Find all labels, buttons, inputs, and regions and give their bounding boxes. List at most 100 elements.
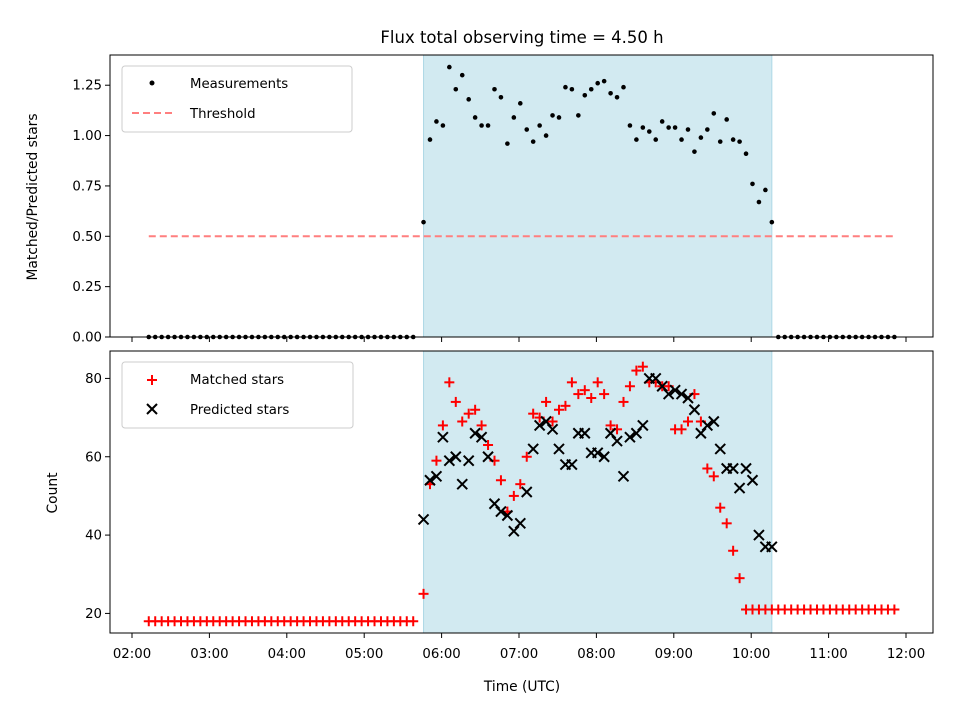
- measurement-point: [659, 119, 665, 124]
- predicted-star-point-b: [662, 388, 675, 400]
- measurement-point: [601, 78, 607, 84]
- predicted-star-point: [521, 486, 533, 498]
- predicted-star-point: [753, 529, 765, 541]
- measurement-point: [646, 129, 652, 134]
- top-ylabel: Matched/Predicted stars: [25, 113, 41, 280]
- matched-star-point: [515, 479, 526, 490]
- matched-star-point: [702, 463, 713, 474]
- predicted-star-point: [437, 431, 449, 443]
- measurement-point: [750, 181, 755, 187]
- predicted-star-point-b: [604, 427, 617, 439]
- predicted-star-point-b: [456, 478, 468, 490]
- measurement-point: [743, 151, 749, 156]
- predicted-star-point-b: [656, 380, 668, 392]
- predicted-star-point: [688, 404, 701, 416]
- measurement-point: [440, 123, 446, 128]
- predicted-star-point: [533, 419, 546, 432]
- predicted-star-point: [514, 517, 526, 530]
- matched-star-point: [721, 518, 732, 529]
- bottom-axes-frame: [109, 350, 934, 634]
- measurement-point: [537, 123, 542, 128]
- predicted-star-point: [462, 454, 475, 467]
- measurement-point: [511, 115, 517, 120]
- measurement-point: [679, 137, 684, 142]
- predicted-star-point-b: [591, 447, 604, 459]
- matched-star-point: [734, 573, 745, 584]
- predicted-star-point-b: [637, 419, 649, 432]
- predicted-star-point: [591, 447, 604, 459]
- predicted-star-point-b: [682, 392, 694, 404]
- matched-star-point: [553, 404, 564, 415]
- predicted-star-point: [733, 482, 746, 494]
- predicted-star-point: [637, 419, 649, 432]
- measurement-point: [698, 135, 704, 140]
- matched-star-point: [766, 604, 777, 615]
- measurement-point: [724, 117, 729, 122]
- predicted-star-point: [579, 427, 591, 439]
- matched-star-point: [521, 451, 532, 462]
- measurement-point: [705, 127, 710, 132]
- legend-cross-b: [146, 403, 158, 415]
- top-legend: Measurements Threshold: [121, 65, 353, 133]
- measurement-point: [685, 127, 691, 132]
- predicted-star-point-b: [746, 474, 759, 486]
- predicted-star-point: [611, 435, 623, 447]
- measurement-point: [672, 125, 678, 130]
- predicted-star-point: [708, 415, 720, 428]
- measurement-point: [627, 123, 633, 128]
- top-legend-box: [121, 65, 353, 133]
- predicted-star-point-b: [579, 427, 591, 439]
- measurement-point: [692, 149, 697, 154]
- y-tick-label: 1.25: [72, 79, 102, 94]
- matched-star-point: [547, 416, 558, 427]
- legend-measurements-label: Measurements: [190, 77, 288, 92]
- predicted-star-point: [424, 474, 436, 486]
- predicted-star-point: [675, 388, 688, 400]
- xlabel: Time (UTC): [483, 679, 560, 695]
- measurement-point: [447, 64, 452, 70]
- top-observing-window: [423, 54, 773, 338]
- x-tick-label: 09:00: [655, 647, 693, 662]
- matched-star-point: [631, 365, 642, 376]
- predicted-star-point: [417, 513, 430, 526]
- predicted-star-point-b: [424, 474, 436, 486]
- measurement-point: [505, 141, 510, 146]
- predicted-star-point: [469, 427, 481, 439]
- x-tick-label: 11:00: [809, 647, 847, 662]
- predicted-star-point-b: [598, 451, 610, 463]
- measurement-point: [763, 187, 768, 193]
- predicted-star-point-b: [650, 372, 662, 385]
- predicted-star-point: [443, 454, 456, 467]
- predicted-star-point: [430, 470, 443, 483]
- measurement-point: [466, 97, 471, 102]
- predicted-star-point: [566, 458, 578, 471]
- y-tick-label: 0.75: [72, 179, 102, 194]
- predicted-star-point: [475, 431, 488, 443]
- matched-star-point: [476, 420, 487, 431]
- measurement-point: [666, 125, 671, 130]
- predicted-star-point-b: [417, 513, 430, 526]
- y-tick-label: 80: [85, 372, 102, 387]
- predicted-star-point-b: [714, 443, 726, 455]
- top-data-marks: [146, 64, 897, 340]
- observing-window-band: [423, 350, 773, 634]
- measurement-point: [711, 111, 717, 116]
- predicted-star-point-b: [521, 486, 533, 498]
- predicted-star-point-b: [708, 415, 720, 428]
- top-x-axis: [131, 337, 907, 342]
- matched-star-point: [637, 361, 648, 372]
- measurement-point: [492, 86, 497, 92]
- x-tick-label: 08:00: [577, 647, 615, 662]
- matched-star-point: [508, 490, 519, 501]
- bottom-ylabel: Count: [45, 472, 61, 514]
- matched-star-point: [470, 404, 481, 415]
- matched-star-point: [566, 377, 577, 388]
- legend-plus: [147, 375, 157, 385]
- y-tick-label: 1.00: [72, 129, 102, 144]
- predicted-star-point-b: [566, 458, 578, 471]
- predicted-star-point-b: [533, 419, 546, 432]
- predicted-star-point-b: [443, 454, 456, 467]
- measurement-point: [608, 90, 613, 96]
